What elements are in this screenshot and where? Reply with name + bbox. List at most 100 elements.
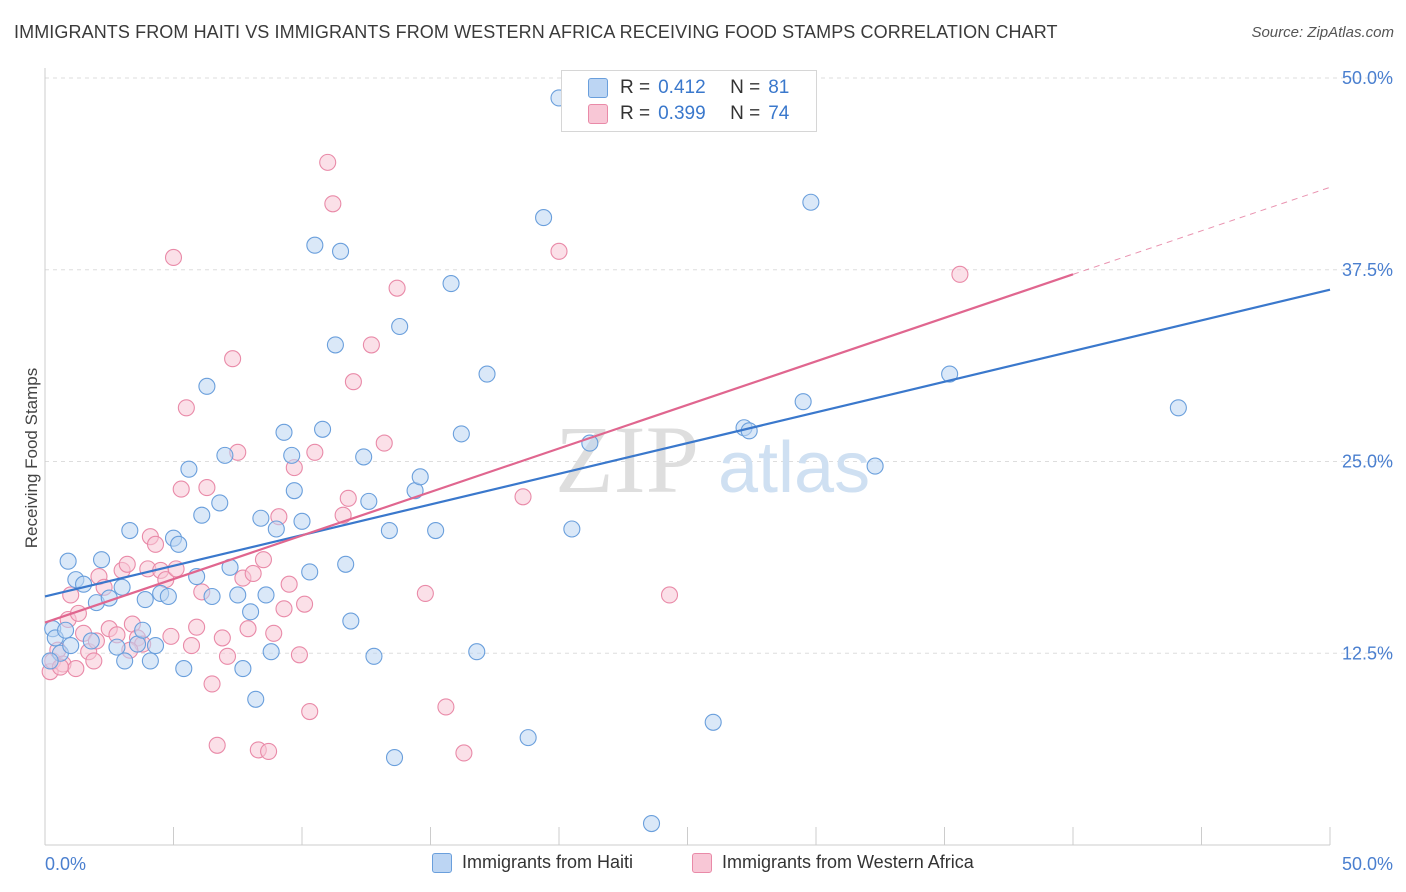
point-western-africa <box>203 675 221 693</box>
legend-r-label: R = <box>620 103 651 124</box>
point-haiti <box>252 509 270 527</box>
point-haiti <box>478 365 496 383</box>
x-tick-label: 50.0% <box>1342 854 1393 874</box>
legend-series: Immigrants from Haiti Immigrants from We… <box>0 852 1406 878</box>
point-haiti <box>59 552 77 570</box>
point-western-africa <box>182 637 201 655</box>
axes <box>44 68 1331 846</box>
point-western-africa <box>362 336 380 354</box>
legend-label-western-africa: Immigrants from Western Africa <box>722 852 974 872</box>
point-haiti <box>301 563 319 581</box>
point-haiti <box>242 603 260 621</box>
point-western-africa <box>388 279 406 297</box>
point-western-africa <box>455 744 473 762</box>
point-haiti <box>385 749 404 767</box>
point-western-africa <box>118 555 136 573</box>
point-haiti <box>170 535 188 553</box>
point-haiti <box>355 448 373 466</box>
legend-swatch-haiti <box>588 78 608 98</box>
legend-swatch-haiti <box>432 852 452 873</box>
point-western-africa <box>339 489 357 507</box>
point-haiti <box>108 638 126 656</box>
point-haiti <box>136 591 154 609</box>
point-haiti <box>380 521 398 540</box>
trend-line-haiti <box>44 288 1331 598</box>
legend-n-label: N = <box>730 103 761 124</box>
trend-extension-western-africa <box>1072 186 1331 275</box>
point-haiti <box>146 637 165 655</box>
point-haiti <box>802 193 820 211</box>
trend-line-western-africa <box>44 273 1074 624</box>
tick-labels: 12.5% 25.0% 37.5% 50.0% 0.0% 50.0% <box>45 68 1393 874</box>
watermark-zip: ZIP <box>555 406 699 513</box>
point-western-africa <box>514 488 532 506</box>
point-haiti <box>326 336 344 354</box>
point-western-africa <box>224 350 242 368</box>
source-credit: Source: ZipAtlas.com <box>1251 24 1394 41</box>
point-western-africa <box>172 480 190 498</box>
point-haiti <box>306 236 324 254</box>
point-haiti <box>82 632 100 650</box>
point-haiti <box>234 660 252 678</box>
legend-item-haiti: Immigrants from Haiti <box>432 852 633 873</box>
point-haiti <box>642 814 661 833</box>
point-haiti <box>365 647 383 665</box>
point-western-africa <box>177 399 195 417</box>
point-haiti <box>175 660 193 678</box>
point-western-africa <box>290 646 308 664</box>
point-haiti <box>452 425 470 443</box>
point-western-africa <box>164 248 183 267</box>
point-haiti <box>342 612 360 630</box>
point-haiti <box>57 621 75 639</box>
legend-row-haiti: R = 0.412 N = 81 <box>588 77 789 99</box>
point-western-africa <box>146 535 165 553</box>
point-western-africa <box>208 736 226 754</box>
trend-lines <box>44 186 1331 624</box>
point-western-africa <box>244 564 262 583</box>
point-haiti <box>866 457 884 475</box>
point-western-africa <box>301 702 319 721</box>
point-haiti <box>1169 399 1187 417</box>
point-western-africa <box>324 195 342 213</box>
point-haiti <box>116 652 134 670</box>
point-western-africa <box>416 584 434 602</box>
legend-n-value-western-africa: 74 <box>768 103 790 124</box>
point-western-africa <box>951 265 969 283</box>
watermark: ZIP atlas <box>555 406 870 513</box>
y-tick-label: 25.0% <box>1342 452 1393 472</box>
point-western-africa <box>550 242 568 260</box>
point-haiti <box>211 494 229 512</box>
point-haiti <box>535 209 553 227</box>
point-haiti <box>203 587 221 606</box>
legend-r-value-haiti: 0.412 <box>658 77 706 98</box>
point-western-africa <box>660 586 679 604</box>
point-haiti <box>257 586 275 604</box>
point-haiti <box>62 637 80 655</box>
legend-row-western-africa: R = 0.399 N = 74 <box>588 103 789 125</box>
point-western-africa <box>188 618 206 636</box>
point-haiti <box>314 420 332 438</box>
legend-r-value-western-africa: 0.399 <box>658 103 706 124</box>
point-western-africa <box>296 595 314 613</box>
point-western-africa <box>437 698 455 716</box>
point-western-africa <box>265 624 283 642</box>
legend-stats: R = 0.412 N = 81 R = 0.399 N = 74 <box>561 70 817 132</box>
point-haiti <box>262 643 280 661</box>
point-haiti <box>229 586 247 604</box>
point-western-africa <box>260 742 278 760</box>
point-haiti <box>427 521 445 540</box>
point-haiti <box>331 242 350 260</box>
point-haiti <box>563 520 581 538</box>
legend-swatch-western-africa <box>692 852 712 873</box>
point-haiti <box>468 643 486 661</box>
point-western-africa <box>218 647 237 665</box>
point-haiti <box>113 578 131 596</box>
watermark-atlas: atlas <box>718 428 870 508</box>
point-haiti <box>198 377 216 395</box>
point-haiti <box>180 460 198 478</box>
point-western-africa <box>67 660 85 678</box>
point-haiti <box>159 587 177 606</box>
legend-swatch-western-africa <box>588 104 608 124</box>
point-western-africa <box>275 600 293 618</box>
